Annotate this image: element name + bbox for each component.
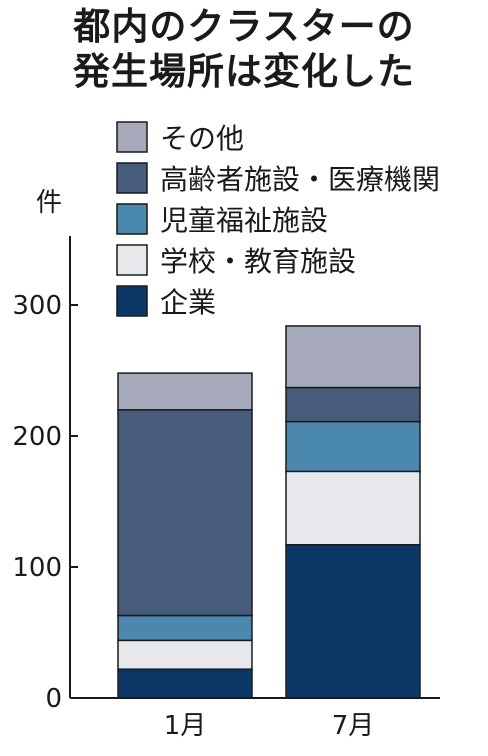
- legend-label: 児童福祉施設: [160, 204, 328, 237]
- bar-segment: [285, 470, 421, 546]
- legend-label: その他: [160, 122, 244, 155]
- bars: [117, 325, 421, 699]
- y-tick-label: 200: [12, 422, 62, 452]
- bar-segment: [117, 409, 253, 617]
- legend-swatch: [116, 285, 148, 317]
- bar-segment: [285, 420, 421, 473]
- y-axis-unit-label: 件: [36, 188, 62, 218]
- legend-label: 学校・教育施設: [160, 245, 356, 278]
- x-axis: 1月 7月: [70, 697, 440, 741]
- title-line-1: 都内のクラスターの: [73, 5, 415, 48]
- legend-swatch: [116, 203, 148, 235]
- bar-segment: [117, 639, 253, 670]
- y-tick-label: 100: [12, 553, 62, 583]
- legend-label: 高齢者施設・医療機関: [160, 163, 440, 196]
- bar-segment: [117, 614, 253, 642]
- y-tick-label: 300: [12, 291, 62, 321]
- bar-segment: [285, 325, 421, 389]
- title-line-2: 発生場所は変化した: [73, 50, 415, 93]
- legend-swatch: [116, 162, 148, 194]
- chart-title: 都内のクラスターの 発生場所は変化した: [0, 4, 488, 94]
- bar-segment: [285, 543, 421, 699]
- bar-segment: [117, 668, 253, 699]
- bar-segment: [285, 386, 421, 423]
- bar-segment: [117, 372, 253, 411]
- x-tick-label: 1月: [164, 711, 207, 741]
- legend-label: 企業: [160, 286, 216, 319]
- y-tick-label: 0: [45, 684, 62, 714]
- legend-swatch: [116, 244, 148, 276]
- y-axis: 件 0 100 200 300: [12, 188, 78, 714]
- legend-swatch: [116, 121, 148, 153]
- x-tick-label: 7月: [332, 711, 375, 741]
